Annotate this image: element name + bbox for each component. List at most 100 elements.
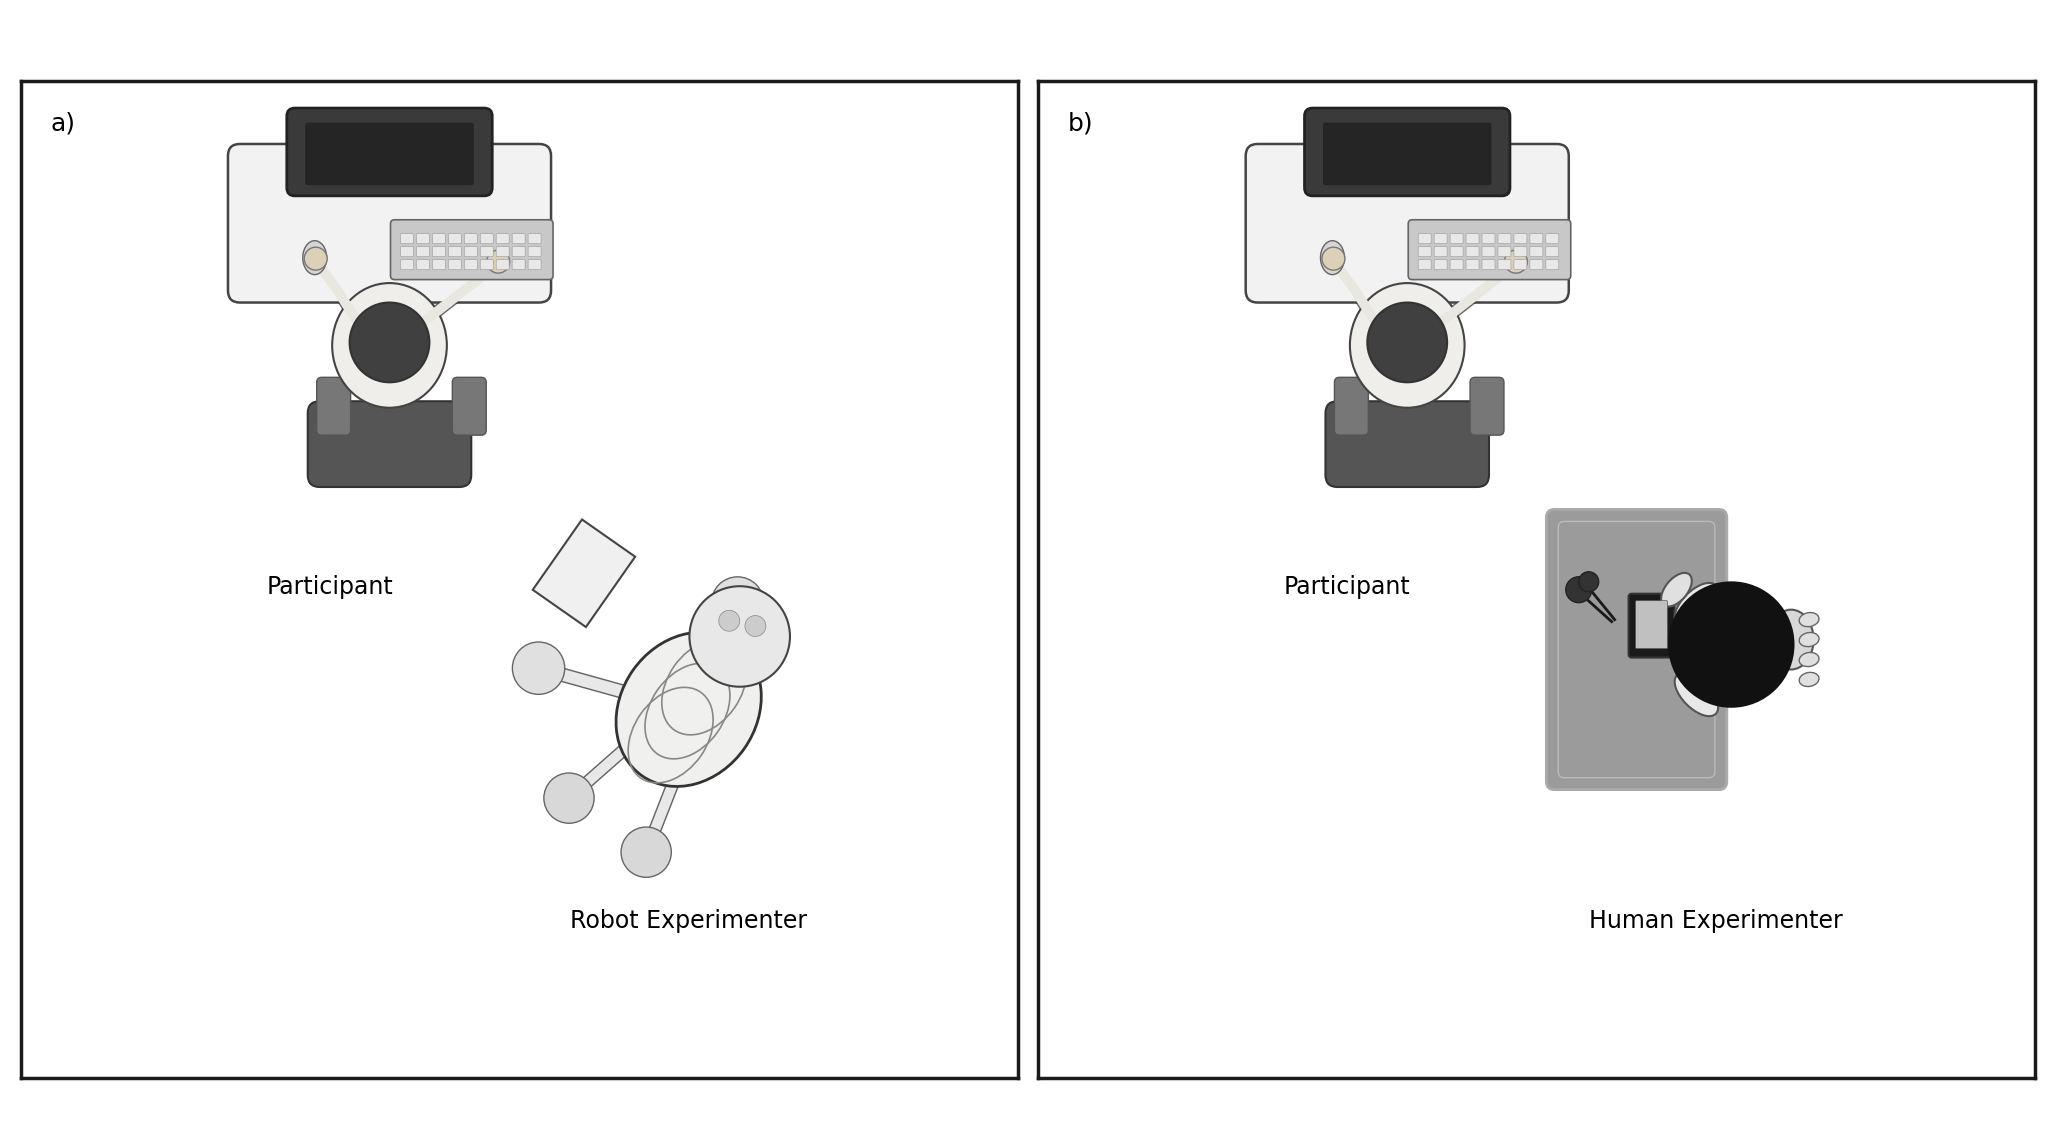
FancyBboxPatch shape <box>306 123 473 185</box>
FancyBboxPatch shape <box>391 219 553 280</box>
FancyBboxPatch shape <box>1419 259 1431 270</box>
FancyBboxPatch shape <box>1499 247 1511 257</box>
Circle shape <box>744 615 767 636</box>
FancyBboxPatch shape <box>432 247 446 257</box>
FancyBboxPatch shape <box>308 402 471 487</box>
Circle shape <box>512 642 565 695</box>
FancyBboxPatch shape <box>1470 378 1503 435</box>
Circle shape <box>1567 576 1591 603</box>
FancyBboxPatch shape <box>1530 247 1542 257</box>
FancyBboxPatch shape <box>481 234 493 243</box>
FancyBboxPatch shape <box>465 259 477 270</box>
FancyBboxPatch shape <box>1530 234 1542 243</box>
FancyBboxPatch shape <box>448 234 461 243</box>
FancyBboxPatch shape <box>495 259 510 270</box>
Ellipse shape <box>304 247 327 270</box>
FancyBboxPatch shape <box>1482 259 1495 270</box>
FancyBboxPatch shape <box>452 378 485 435</box>
FancyBboxPatch shape <box>1513 234 1528 243</box>
FancyBboxPatch shape <box>1304 108 1509 196</box>
FancyBboxPatch shape <box>1435 234 1447 243</box>
FancyBboxPatch shape <box>481 259 493 270</box>
FancyBboxPatch shape <box>1466 247 1478 257</box>
Circle shape <box>711 576 763 629</box>
Circle shape <box>545 773 594 823</box>
FancyBboxPatch shape <box>465 247 477 257</box>
FancyBboxPatch shape <box>228 144 551 303</box>
Circle shape <box>1579 572 1600 591</box>
FancyBboxPatch shape <box>1513 259 1528 270</box>
Ellipse shape <box>1676 673 1719 716</box>
FancyBboxPatch shape <box>417 247 430 257</box>
Ellipse shape <box>1799 633 1820 646</box>
FancyBboxPatch shape <box>401 247 413 257</box>
FancyBboxPatch shape <box>1637 600 1667 649</box>
FancyBboxPatch shape <box>1435 247 1447 257</box>
FancyBboxPatch shape <box>448 259 461 270</box>
Ellipse shape <box>1351 284 1464 408</box>
FancyBboxPatch shape <box>1628 594 1674 658</box>
FancyBboxPatch shape <box>417 234 430 243</box>
Text: a): a) <box>51 111 76 135</box>
FancyBboxPatch shape <box>1466 259 1478 270</box>
Ellipse shape <box>617 633 761 786</box>
FancyBboxPatch shape <box>401 259 413 270</box>
FancyBboxPatch shape <box>417 259 430 270</box>
FancyBboxPatch shape <box>1408 219 1571 280</box>
FancyBboxPatch shape <box>528 259 541 270</box>
FancyBboxPatch shape <box>432 234 446 243</box>
Polygon shape <box>533 520 635 627</box>
FancyBboxPatch shape <box>1326 402 1489 487</box>
Circle shape <box>621 827 672 877</box>
FancyBboxPatch shape <box>1388 162 1427 188</box>
FancyBboxPatch shape <box>1546 234 1558 243</box>
Ellipse shape <box>1676 583 1719 627</box>
Text: Human Experimenter: Human Experimenter <box>1589 909 1844 933</box>
Ellipse shape <box>1768 610 1813 669</box>
FancyBboxPatch shape <box>1546 247 1558 257</box>
FancyBboxPatch shape <box>401 234 413 243</box>
FancyBboxPatch shape <box>448 247 461 257</box>
FancyBboxPatch shape <box>528 247 541 257</box>
FancyBboxPatch shape <box>528 234 541 243</box>
FancyBboxPatch shape <box>1482 247 1495 257</box>
Ellipse shape <box>333 284 446 408</box>
FancyBboxPatch shape <box>1558 521 1715 777</box>
FancyBboxPatch shape <box>1466 234 1478 243</box>
Ellipse shape <box>1799 613 1820 627</box>
FancyBboxPatch shape <box>1499 234 1511 243</box>
FancyBboxPatch shape <box>481 247 493 257</box>
FancyBboxPatch shape <box>1449 259 1464 270</box>
Text: Robot Experimenter: Robot Experimenter <box>570 909 808 933</box>
Ellipse shape <box>1799 652 1820 667</box>
FancyBboxPatch shape <box>1546 259 1558 270</box>
Circle shape <box>1367 303 1447 382</box>
Circle shape <box>689 587 790 687</box>
FancyBboxPatch shape <box>1482 234 1495 243</box>
FancyBboxPatch shape <box>465 234 477 243</box>
Ellipse shape <box>1322 247 1345 270</box>
FancyBboxPatch shape <box>1530 259 1542 270</box>
FancyBboxPatch shape <box>1419 247 1431 257</box>
Ellipse shape <box>1505 250 1528 273</box>
FancyBboxPatch shape <box>512 234 524 243</box>
Text: b): b) <box>1069 111 1094 135</box>
FancyBboxPatch shape <box>512 259 524 270</box>
FancyBboxPatch shape <box>317 378 352 435</box>
Text: Participant: Participant <box>1285 575 1410 599</box>
Text: Participant: Participant <box>267 575 393 599</box>
FancyBboxPatch shape <box>512 247 524 257</box>
FancyBboxPatch shape <box>1449 247 1464 257</box>
FancyBboxPatch shape <box>1324 123 1491 185</box>
FancyBboxPatch shape <box>432 259 446 270</box>
FancyBboxPatch shape <box>286 108 491 196</box>
Ellipse shape <box>1320 241 1345 274</box>
Circle shape <box>350 303 430 382</box>
FancyBboxPatch shape <box>1513 247 1528 257</box>
Circle shape <box>1669 583 1793 706</box>
Ellipse shape <box>302 241 327 274</box>
FancyBboxPatch shape <box>1435 259 1447 270</box>
FancyBboxPatch shape <box>1419 234 1431 243</box>
FancyBboxPatch shape <box>1546 510 1727 790</box>
Ellipse shape <box>1799 673 1820 687</box>
